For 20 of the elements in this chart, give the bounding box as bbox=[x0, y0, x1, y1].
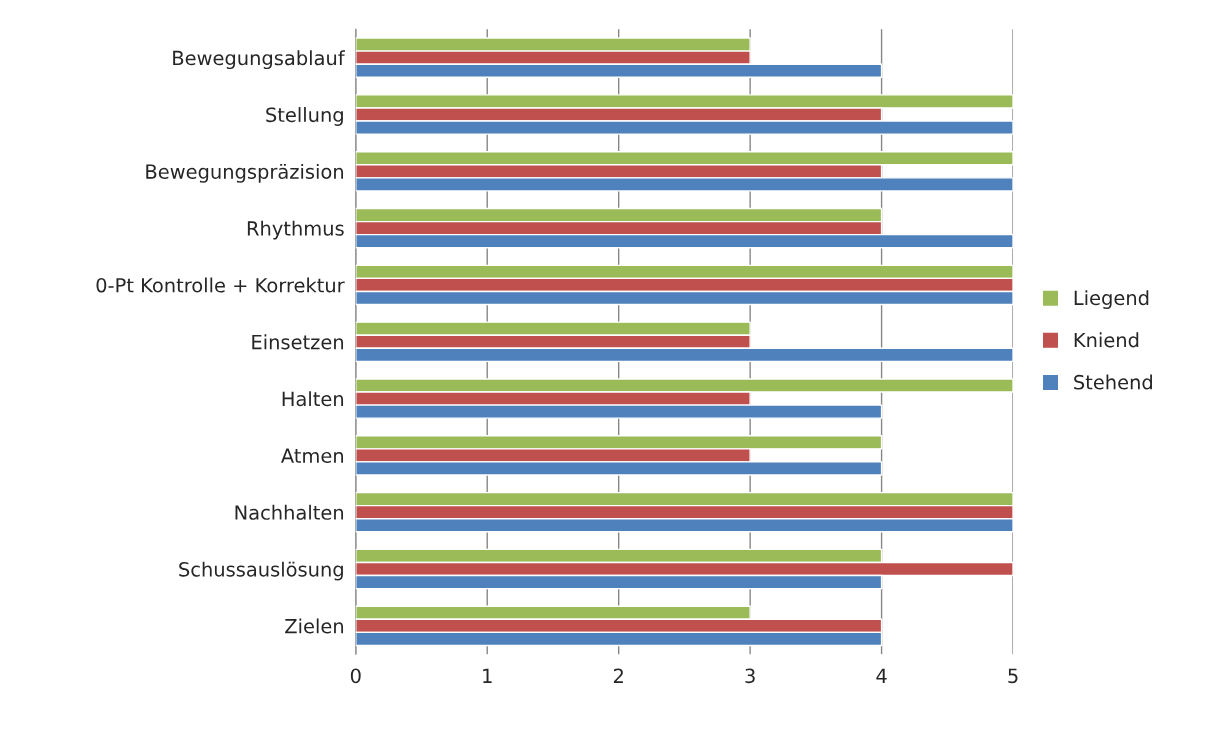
y-tick-label: Einsetzen bbox=[252, 334, 344, 350]
y-tick-label: Nachhalten bbox=[235, 504, 344, 520]
x-tick-label: 3 bbox=[745, 668, 755, 684]
x-tick-label: 5 bbox=[1008, 668, 1018, 684]
x-tick-label: 1 bbox=[483, 668, 492, 683]
x-tick-label: 4 bbox=[876, 668, 887, 683]
x-tick-label: 0 bbox=[350, 668, 361, 684]
y-tick-label: Schussauslösung bbox=[179, 561, 343, 581]
y-tick-label: Rhythmus bbox=[247, 220, 344, 240]
y-tick-label: Zielen bbox=[285, 618, 344, 634]
legend-label: Stehend bbox=[1074, 374, 1152, 390]
y-tick-label: Halten bbox=[282, 391, 344, 407]
legend-label: Liegend bbox=[1074, 290, 1149, 309]
y-tick-label: Atmen bbox=[281, 448, 344, 464]
y-tick-label: Bewegungsablauf bbox=[173, 50, 346, 70]
legend-label: Kniend bbox=[1074, 332, 1139, 348]
y-tick-label: Stellung bbox=[266, 107, 343, 126]
y-tick-label: 0-Pt Kontrolle + Korrektur bbox=[96, 277, 345, 293]
x-tick-label: 2 bbox=[613, 668, 623, 683]
y-tick-label: Bewegungspräzision bbox=[146, 163, 344, 183]
